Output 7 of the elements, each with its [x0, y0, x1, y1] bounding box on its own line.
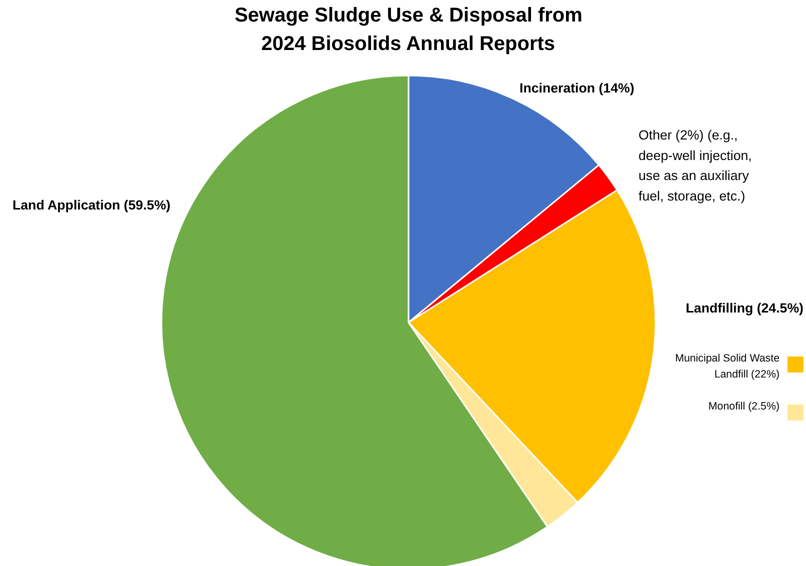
slice-label: Land Application (59.5%) [12, 198, 170, 212]
legend-label: Monofill (2.5%) [708, 400, 780, 412]
chart-title: Sewage Sludge Use & Disposal from 2024 Biosolids Annual Reports [234, 4, 582, 56]
slice-label: Incineration (14%) [520, 80, 634, 96]
legend-label: Municipal Solid Waste Landfill (22%) [675, 352, 780, 381]
text: Landfilling (24.5%) [686, 300, 804, 316]
slice-label: Other (2%) (e.g., deep-well injection, use as an auxiliary fuel, storage, etc.) [638, 128, 752, 204]
